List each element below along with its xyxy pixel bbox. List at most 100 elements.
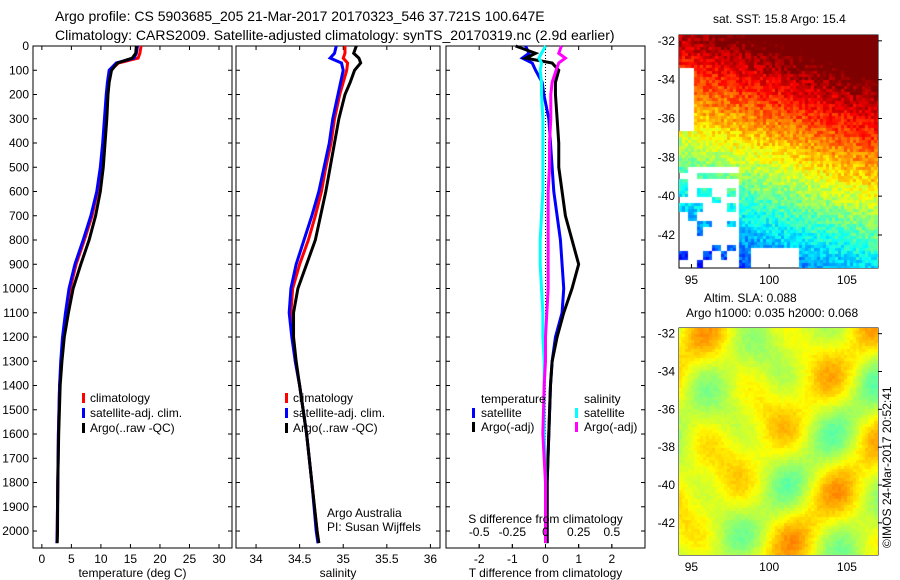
x-axis-label: salinity: [320, 566, 357, 580]
x-tick-label: -2: [474, 552, 485, 566]
y-tick-label: 600: [9, 185, 29, 199]
y-tick-label: -40: [658, 189, 676, 203]
annotation-pi: PI: Susan Wijffels: [327, 520, 421, 534]
legend-label: Argo(..raw -QC): [293, 421, 378, 435]
y-tick-label: -38: [658, 150, 676, 164]
legend-swatch: [285, 393, 288, 403]
legend-label: climatology: [90, 391, 150, 405]
legend-swatch: [82, 423, 85, 433]
x-axis-label: temperature (deg C): [78, 566, 186, 580]
x-tick-label: 2: [608, 552, 615, 566]
x-tick-label: 36: [424, 552, 438, 566]
y-tick-label: 100: [9, 63, 29, 77]
y-tick-label: 2000: [2, 524, 29, 538]
title-line-2: Climatology: CARS2009. Satellite-adjuste…: [55, 27, 615, 43]
legend-swatch: [472, 408, 475, 418]
s-tick-label: -0.25: [499, 525, 527, 539]
y-tick-label: 1700: [2, 451, 29, 465]
legend-header-salinity: salinity: [584, 392, 621, 406]
series-s-argo-adj-: [541, 45, 568, 544]
y-tick-label: 1000: [2, 282, 29, 296]
x-tick-label: 1: [575, 552, 582, 566]
legend-swatch: [575, 422, 578, 432]
y-tick-label: 1300: [2, 354, 29, 368]
imos-credit: ©IMOS 24-Mar-2017 20:52:41: [880, 386, 894, 548]
x-tick-label: 95: [685, 560, 699, 574]
legend-label: satellite: [481, 406, 522, 420]
s-axis-label: S difference from climatology: [468, 512, 623, 526]
x-tick-label: 0: [39, 552, 46, 566]
x-tick-label: 25: [183, 552, 197, 566]
sla-map-title-1: Altim. SLA: 0.088: [704, 291, 797, 305]
y-tick-label: -36: [658, 402, 676, 416]
series-argo-raw-qc-: [292, 45, 363, 544]
x-axis-label: T difference from climatology: [469, 566, 623, 580]
s-tick-label: 0.25: [567, 525, 591, 539]
sla-map: [679, 328, 878, 555]
legend-label: satellite-adj. clim.: [90, 406, 182, 420]
x-tick-label: 34: [249, 552, 263, 566]
y-tick-label: 400: [9, 136, 29, 150]
s-tick-label: 0: [542, 525, 549, 539]
y-tick-label: 500: [9, 160, 29, 174]
legend-label: climatology: [293, 391, 353, 405]
y-tick-label: -38: [658, 440, 676, 454]
legend-swatch: [472, 422, 475, 432]
y-tick-label: -32: [658, 34, 676, 48]
x-tick-label: 100: [759, 560, 779, 574]
y-tick-label: -42: [658, 228, 676, 242]
legend-label: satellite-adj. clim.: [293, 406, 385, 420]
legend-label: Argo(..raw -QC): [90, 421, 175, 435]
x-tick-label: 34.5: [288, 552, 312, 566]
legend-swatch: [285, 423, 288, 433]
plot-frame-0: [32, 45, 233, 549]
legend-header-temperature: temperature: [481, 392, 546, 406]
y-tick-label: -40: [658, 478, 676, 492]
x-tick-label: 5: [68, 552, 75, 566]
y-tick-label: 800: [9, 233, 29, 247]
y-tick-label: 1100: [3, 306, 29, 320]
y-tick-label: 1400: [2, 379, 29, 393]
sst-map-title: sat. SST: 15.8 Argo: 15.4: [713, 12, 846, 26]
x-tick-label: 35.5: [375, 552, 399, 566]
y-tick-label: -42: [658, 516, 676, 530]
y-tick-label: 1500: [2, 403, 29, 417]
sst-map: [679, 35, 878, 268]
x-tick-label: 30: [212, 552, 226, 566]
legend-swatch: [82, 393, 85, 403]
sla-map-title-2: Argo h1000: 0.035 h2000: 0.068: [686, 306, 859, 320]
x-tick-label: 105: [837, 273, 857, 287]
annotation-institution: Argo Australia: [327, 506, 402, 520]
x-tick-label: 100: [759, 273, 779, 287]
y-tick-label: 200: [9, 88, 29, 102]
legend-swatch: [82, 408, 85, 418]
x-tick-label: -1: [507, 552, 518, 566]
legend-swatch: [285, 408, 288, 418]
x-tick-label: 105: [837, 560, 857, 574]
x-tick-label: 10: [94, 552, 108, 566]
y-tick-label: 0: [22, 39, 29, 53]
y-tick-label: -32: [658, 327, 676, 341]
series-argo-raw-qc-: [55, 45, 138, 544]
x-tick-label: 35: [337, 552, 351, 566]
y-tick-label: 1900: [2, 500, 29, 514]
legend-swatch: [575, 408, 578, 418]
s-tick-label: -0.5: [469, 525, 490, 539]
y-tick-label: -36: [658, 111, 676, 125]
x-tick-label: 95: [685, 273, 699, 287]
legend-label: satellite: [584, 406, 625, 420]
x-tick-label: 15: [124, 552, 138, 566]
x-tick-label: 20: [153, 552, 167, 566]
y-tick-label: 1200: [2, 330, 29, 344]
title-line-1: Argo profile: CS 5903685_205 21-Mar-2017…: [55, 8, 545, 24]
y-tick-label: 1800: [2, 476, 29, 490]
y-tick-label: 1600: [2, 427, 29, 441]
s-tick-label: 0.5: [603, 525, 620, 539]
y-tick-label: 900: [9, 257, 29, 271]
y-tick-label: -34: [658, 365, 676, 379]
legend-label: Argo(-adj): [481, 420, 534, 434]
y-tick-label: 700: [9, 209, 29, 223]
y-tick-label: 300: [9, 112, 29, 126]
